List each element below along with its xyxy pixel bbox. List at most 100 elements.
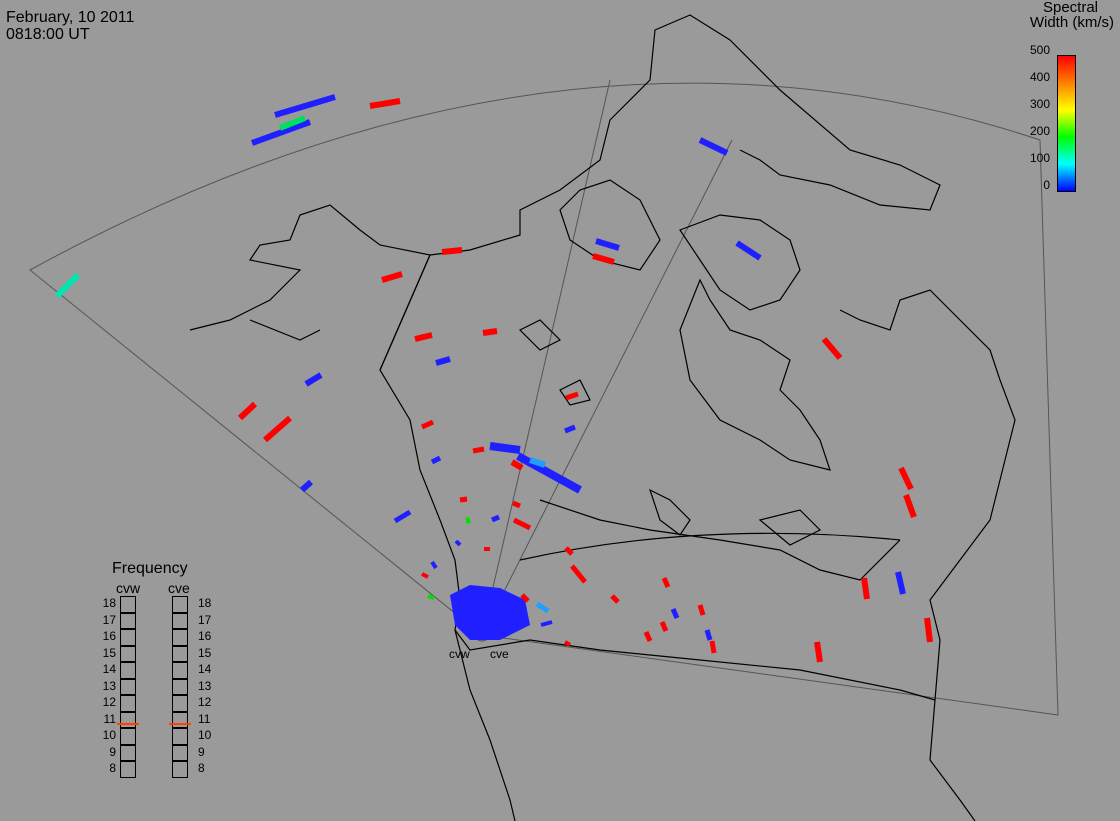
echo-segment (643, 630, 653, 643)
echo-segment (441, 247, 463, 255)
colorbar (1057, 55, 1076, 192)
radar-label-cvw: cvw (449, 647, 470, 661)
echo-segment (459, 496, 468, 503)
echo-segment (250, 119, 312, 146)
freq-marker (117, 723, 139, 726)
frequency-title: Frequency (112, 560, 188, 577)
freq-cell (120, 761, 136, 778)
time-label: 0818:00 UT (6, 26, 90, 43)
date-label: February, 10 2011 (6, 9, 135, 26)
echo-segment (704, 629, 713, 641)
near-range-echoes (450, 585, 530, 640)
echo-segment (540, 620, 553, 627)
freq-scale-left: 8 (109, 761, 116, 775)
echo-segment (300, 479, 313, 493)
echo-segment (516, 452, 582, 494)
freq-scale-left: 18 (102, 596, 116, 610)
freq-scale-right: 14 (198, 662, 212, 676)
echo-segment (427, 594, 435, 600)
echo-segment (563, 640, 572, 647)
echo-segment (237, 401, 258, 421)
freq-cell (120, 629, 136, 646)
echo-segment (369, 98, 401, 109)
echo-segment (535, 601, 550, 614)
freq-cell (120, 695, 136, 712)
echo-segment (472, 446, 485, 454)
echo-segment (861, 577, 870, 600)
freq-scale-left: 11 (103, 711, 116, 726)
freq-cell (172, 744, 188, 761)
echo-segment (565, 391, 579, 401)
echo-segment (698, 137, 729, 156)
freq-scale-left: 10 (102, 728, 116, 742)
freq-scale-right: 13 (198, 678, 212, 693)
echo-segment (274, 94, 336, 118)
freq-cell (120, 645, 136, 662)
echo-segment (592, 253, 615, 265)
freq-scale-right: 8 (198, 761, 205, 775)
freq-cell (172, 678, 188, 695)
echo-segment (430, 455, 442, 465)
echo-segment (304, 372, 323, 387)
freq-scale-right: 9 (198, 744, 205, 759)
echo-segment (430, 560, 438, 570)
freq-cell (172, 711, 188, 728)
echo-segment (489, 442, 521, 454)
freq-scale-right: 17 (198, 612, 212, 627)
echo-segment (697, 604, 706, 616)
freq-scale-left: 13 (102, 678, 116, 693)
colorbar-tick: 200 (1029, 124, 1050, 138)
echo-segments (54, 94, 933, 663)
freq-scale-left: 12 (102, 695, 116, 709)
echo-segment (420, 419, 435, 430)
echo-segment (661, 576, 671, 589)
colorbar-title-2: Width (km/s) (1029, 14, 1114, 31)
echo-segment (903, 493, 917, 519)
echo-segment (465, 517, 471, 524)
echo-segment (564, 546, 574, 556)
freq-cell (172, 645, 188, 662)
freq-scale-left: 16 (102, 629, 116, 643)
echo-segment (898, 466, 914, 491)
echo-segment (393, 509, 412, 524)
echo-segment (491, 514, 500, 523)
fov-outline (29, 79, 1059, 716)
echo-segment (278, 115, 307, 131)
freq-scale-left: 17 (102, 612, 116, 627)
echo-segment (529, 457, 546, 468)
colorbar-title-1: Spectral (1042, 0, 1098, 16)
echo-segment (735, 240, 762, 261)
echo-segment (520, 593, 530, 603)
echo-segment (435, 356, 451, 366)
freq-cell (172, 612, 188, 629)
freq-cell (172, 728, 188, 745)
freq-cell (120, 596, 136, 613)
echo-segment (895, 571, 906, 595)
echo-segment (659, 620, 669, 633)
freq-cell (120, 744, 136, 761)
echo-segment (610, 594, 620, 604)
echo-segment (421, 572, 429, 579)
echo-segment (381, 271, 403, 283)
freq-scale-right: 16 (198, 629, 212, 643)
echo-segment (414, 332, 433, 342)
freq-scale-left: 15 (102, 645, 116, 660)
freq-scale-left: 14 (102, 662, 116, 676)
freq-cell (172, 662, 188, 679)
freq-cell (120, 678, 136, 695)
colorbar-tick: 400 (1029, 70, 1050, 84)
radar-label-cve: cve (490, 647, 509, 661)
echo-segment (263, 415, 292, 443)
colorbar-tick: 500 (1029, 43, 1050, 57)
freq-cell (120, 711, 136, 728)
echo-segment (512, 517, 532, 531)
freq-label-cve: cve (168, 580, 190, 596)
echo-segment (924, 617, 933, 643)
freq-cell (172, 761, 188, 778)
freq-scale-right: 12 (198, 695, 212, 709)
echo-segment (595, 238, 620, 251)
echo-segment (54, 272, 81, 299)
freq-cell (172, 596, 188, 613)
freq-scale-right: 18 (198, 596, 212, 610)
